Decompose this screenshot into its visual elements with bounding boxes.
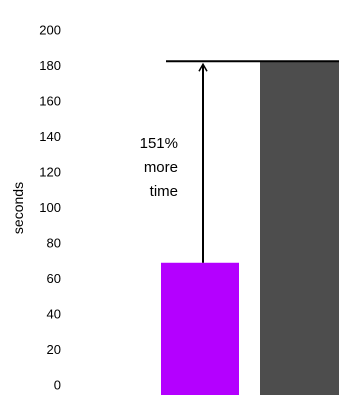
y-tick-label: 100 (39, 200, 61, 215)
y-tick-label: 20 (47, 342, 61, 357)
y-axis-ticks: 0 20 40 60 80 100 120 140 160 180 200 (39, 22, 61, 392)
bar (260, 61, 339, 396)
y-tick-label: 80 (47, 235, 61, 250)
annotation-label: more (144, 159, 178, 176)
annotation-group: 151% more time (140, 60, 339, 263)
y-tick-label: 120 (39, 164, 61, 179)
y-tick-label: 180 (39, 58, 61, 73)
arrow-head (198, 62, 208, 72)
y-axis-title: seconds (10, 182, 26, 234)
y-tick-label: 0 (54, 377, 61, 392)
y-tick-label: 200 (39, 22, 61, 37)
bars-group (161, 61, 339, 396)
y-tick-label: 140 (39, 129, 61, 144)
annotation-label: time (150, 183, 178, 200)
bar (161, 262, 239, 395)
y-tick-label: 160 (39, 93, 61, 108)
y-tick-label: 40 (47, 306, 61, 321)
annotation-label: 151% (140, 135, 178, 152)
y-tick-label: 60 (47, 271, 61, 286)
